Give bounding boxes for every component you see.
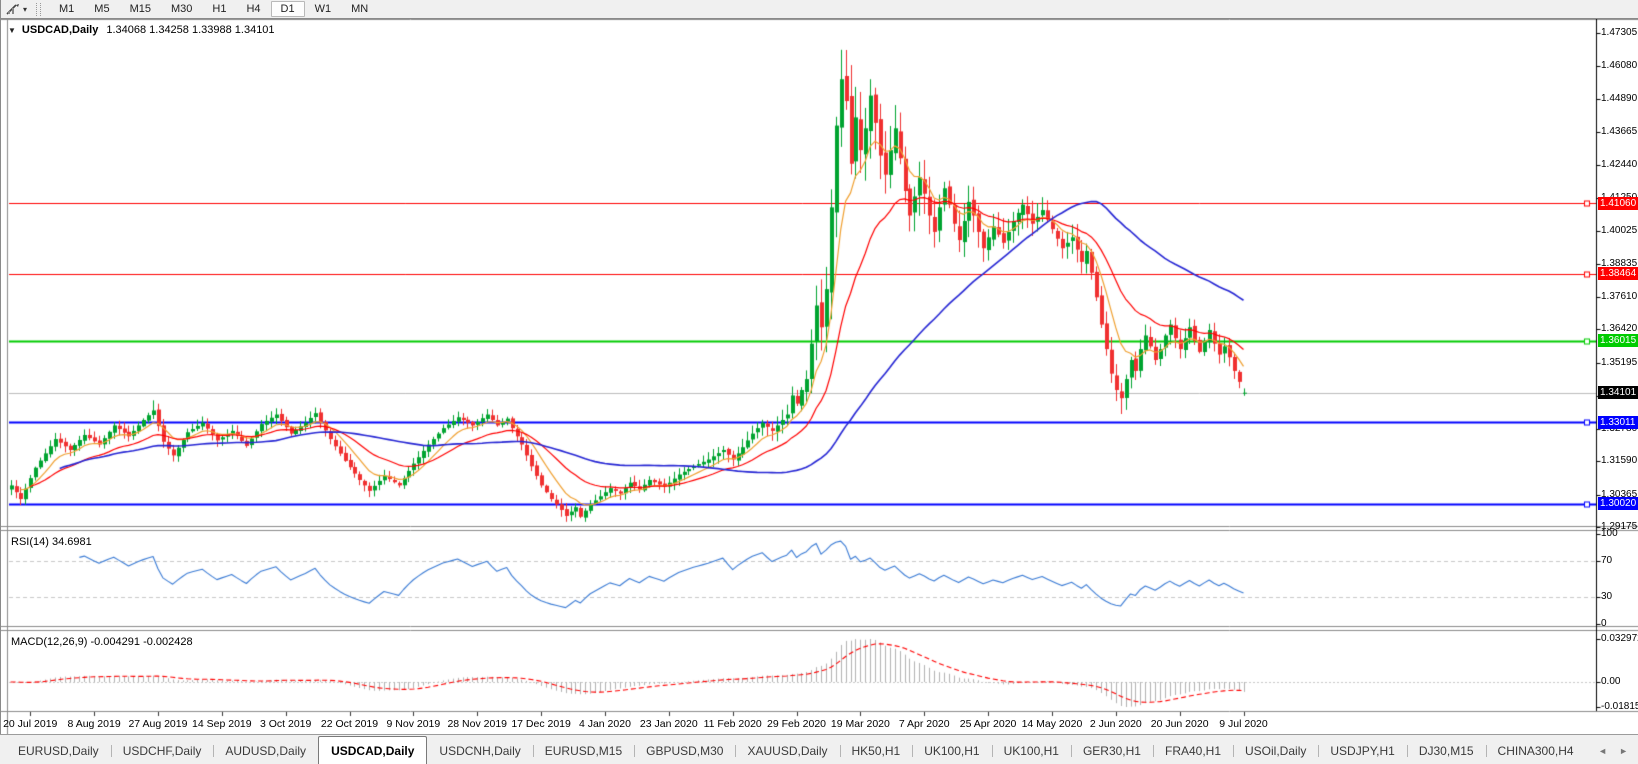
chart-tab-usdjpy-h1[interactable]: USDJPY,H1 xyxy=(1318,740,1406,764)
macd-tick-label: 0.032972 xyxy=(1601,633,1638,644)
tab-scroll-right-icon[interactable]: ► xyxy=(1619,746,1628,756)
chart-tab-usdchf-daily[interactable]: USDCHF,Daily xyxy=(110,740,214,764)
price-chart-canvas[interactable] xyxy=(1,19,1638,735)
tab-scroll-left-icon[interactable]: ◄ xyxy=(1598,746,1608,756)
chart-tab-dj30-m15[interactable]: DJ30,M15 xyxy=(1406,740,1486,764)
price-tick-label: 1.46080 xyxy=(1601,60,1638,72)
price-tick-label: 1.44890 xyxy=(1601,92,1638,104)
chart-tab-ger30-h1[interactable]: GER30,H1 xyxy=(1070,740,1153,764)
date-axis-label: 3 Oct 2019 xyxy=(259,718,312,730)
date-axis-label: 14 Sep 2019 xyxy=(192,718,252,730)
timeframe-button-m1[interactable]: M1 xyxy=(59,3,75,15)
toolbar-dropdown-icon[interactable]: ▾ xyxy=(23,4,28,14)
chart-tab-usdcad-daily[interactable]: USDCAD,Daily xyxy=(318,736,428,764)
price-tick-label: 1.36420 xyxy=(1601,323,1638,335)
timeframe-toolbar: ▾ M1 M5 M15 M30 H1 H4 D1 W1 MN xyxy=(0,0,1638,18)
chart-tab-gbpusd-m30[interactable]: GBPUSD,M30 xyxy=(634,740,735,764)
date-axis-label: 14 May 2020 xyxy=(1021,718,1083,730)
date-axis-label: 4 Jan 2020 xyxy=(578,718,631,730)
timeframe-buttons: M1 M5 M15 M30 H1 H4 D1 W1 MN xyxy=(49,1,378,17)
price-level-badge: 1.30020 xyxy=(1598,497,1638,511)
timeframe-button-d1[interactable]: D1 xyxy=(270,1,305,17)
price-tick-label: 1.35195 xyxy=(1601,356,1638,368)
chart-tab-uk100-h1[interactable]: UK100,H1 xyxy=(912,740,991,764)
date-axis-label: 20 Jul 2019 xyxy=(3,718,58,730)
chart-tab-eurusd-m15[interactable]: EURUSD,M15 xyxy=(532,740,634,764)
chart-tab-usdcnh-daily[interactable]: USDCNH,Daily xyxy=(439,744,521,758)
chart-window: ▼ USDCAD,Daily 1.34068 1.34258 1.33988 1… xyxy=(0,18,1638,735)
timeframe-button-m15[interactable]: M15 xyxy=(129,3,151,15)
price-level-badge: 1.38464 xyxy=(1598,267,1638,281)
current-price-badge: 1.34101 xyxy=(1598,386,1638,400)
timeframe-button-m30[interactable]: M30 xyxy=(170,3,193,15)
symbol-period-label: USDCAD,Daily xyxy=(21,24,99,36)
date-axis-label: 22 Oct 2019 xyxy=(320,718,379,730)
date-axis-label: 29 Feb 2020 xyxy=(767,718,826,730)
timeframe-button-mn[interactable]: MN xyxy=(351,3,369,15)
date-axis-label: 25 Apr 2020 xyxy=(959,718,1017,730)
price-tick-label: 1.29175 xyxy=(1601,520,1638,532)
chart-tab-bar: EURUSD,Daily USDCHF,Daily AUDUSD,Daily USDC… xyxy=(0,734,1638,764)
ohlc-values: 1.34068 1.34258 1.33988 1.34101 xyxy=(106,24,275,36)
rsi-tick-label: 70 xyxy=(1601,555,1613,566)
chart-tab-eurusd-daily[interactable]: EURUSD,Daily xyxy=(18,744,99,758)
price-tick-label: 1.30365 xyxy=(1601,488,1638,500)
date-axis-label: 19 Mar 2020 xyxy=(830,718,890,730)
rsi-indicator-label: RSI(14) 34.6981 xyxy=(11,536,92,548)
date-axis-label: 17 Dec 2019 xyxy=(511,718,571,730)
price-tick-label: 1.42440 xyxy=(1601,159,1638,171)
price-level-badge: 1.41060 xyxy=(1598,196,1638,210)
date-axis-label: 7 Apr 2020 xyxy=(898,718,950,730)
date-axis-label: 2 Jun 2020 xyxy=(1089,718,1142,730)
chart-tabs: EURUSD,Daily USDCHF,Daily AUDUSD,Daily USDC… xyxy=(6,735,1586,764)
macd-indicator-label: MACD(12,26,9) -0.004291 -0.002428 xyxy=(11,636,193,648)
chart-tab-hk50-h1[interactable]: HK50,H1 xyxy=(839,740,913,764)
rsi-tick-label: 100 xyxy=(1601,528,1618,539)
price-tick-label: 1.40025 xyxy=(1601,225,1638,237)
date-axis-label: 23 Jan 2020 xyxy=(639,718,698,730)
macd-tick-label: 0.00 xyxy=(1601,676,1621,687)
tab-scroll-arrows: ◄ ► xyxy=(1598,746,1628,756)
macd-tick-label: -0.01815 xyxy=(1601,701,1638,712)
timeframe-button-h1[interactable]: H1 xyxy=(212,3,227,15)
price-tick-label: 1.38835 xyxy=(1601,257,1638,269)
timeframe-button-w1[interactable]: W1 xyxy=(314,3,332,15)
price-tick-label: 1.31590 xyxy=(1601,455,1638,467)
price-tick-label: 1.37610 xyxy=(1601,291,1638,303)
chart-tab-audusd-daily[interactable]: AUDUSD,Daily xyxy=(213,740,318,764)
chart-tab-fra40-h1[interactable]: FRA40,H1 xyxy=(1152,740,1233,764)
chart-tab-china300-h4[interactable]: CHINA300,H4 xyxy=(1485,740,1586,764)
date-axis-label: 28 Nov 2019 xyxy=(447,718,508,730)
date-axis-label: 9 Nov 2019 xyxy=(386,718,441,730)
timeframe-button-m5[interactable]: M5 xyxy=(94,3,110,15)
chart-tab-xauusd-daily[interactable]: XAUUSD,Daily xyxy=(735,740,839,764)
rsi-tick-label: 30 xyxy=(1601,591,1613,602)
chart-tools-glyph xyxy=(5,3,19,15)
price-level-badge: 1.33011 xyxy=(1598,415,1638,429)
price-level-badge: 1.36015 xyxy=(1598,334,1638,348)
price-tick-label: 1.47305 xyxy=(1601,26,1638,38)
symbol-menu-icon[interactable]: ▼ xyxy=(8,25,16,35)
date-axis-label: 20 Jun 2020 xyxy=(1150,718,1209,730)
chart-tab-uk100-h1[interactable]: UK100,H1 xyxy=(991,740,1071,764)
toolbar-grip[interactable] xyxy=(36,2,42,16)
date-axis-label: 27 Aug 2019 xyxy=(128,718,188,730)
chart-title: ▼ USDCAD,Daily 1.34068 1.34258 1.33988 1… xyxy=(8,24,275,36)
rsi-tick-label: 0 xyxy=(1601,618,1607,629)
price-tick-label: 1.43665 xyxy=(1601,125,1638,137)
date-axis-label: 8 Aug 2019 xyxy=(67,718,121,730)
timeframe-button-h4[interactable]: H4 xyxy=(246,3,261,15)
date-axis-label: 11 Feb 2020 xyxy=(703,718,762,730)
chart-tools-icon[interactable] xyxy=(4,2,22,16)
chart-tab-usoil-daily[interactable]: USOil,Daily xyxy=(1233,740,1318,764)
date-axis-label: 9 Jul 2020 xyxy=(1219,718,1268,730)
